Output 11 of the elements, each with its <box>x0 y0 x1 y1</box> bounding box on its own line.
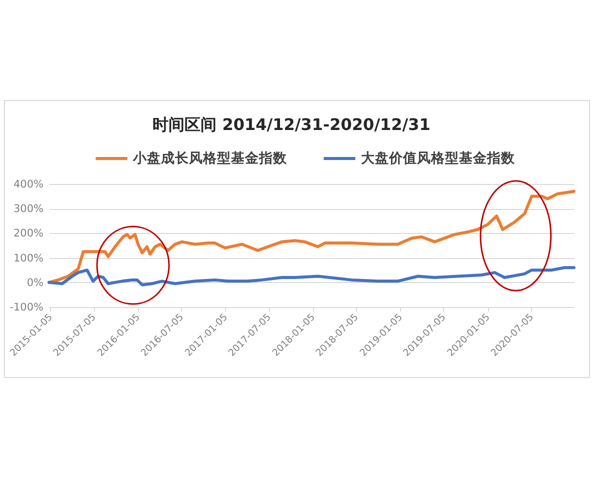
y-tick-label: 200% <box>13 228 44 240</box>
y-tick-label: 0% <box>26 276 44 289</box>
y-tick-label: 100% <box>13 252 44 264</box>
legend-label: 大盘价值风格型基金指数 <box>361 150 516 166</box>
y-tick-label: 400% <box>13 178 44 190</box>
y-tick-label: -100% <box>10 302 44 314</box>
y-tick-label: 300% <box>13 203 44 216</box>
legend-label: 小盘成长风格型基金指数 <box>132 150 288 166</box>
chart-title: 时间区间 2014/12/31-2020/12/31 <box>152 115 430 134</box>
line-series <box>48 266 576 286</box>
line-series <box>48 190 576 284</box>
